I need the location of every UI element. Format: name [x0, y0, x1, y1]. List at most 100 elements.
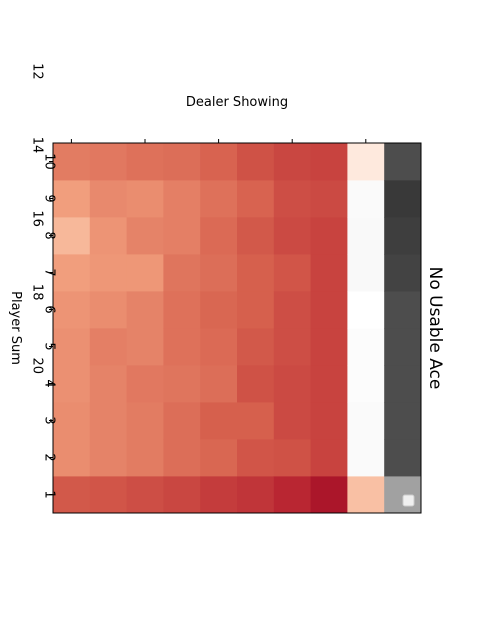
heatmap-cell — [126, 365, 164, 403]
heatmap-cell — [200, 180, 238, 218]
heatmap-cell — [53, 180, 91, 218]
player-axis-ticks: 12 14 16 18 20 — [29, 63, 367, 375]
dealer-tick-label: 5 — [41, 342, 56, 350]
heatmap-cell — [200, 143, 238, 181]
heatmap-cell — [384, 328, 422, 366]
heatmap-cell — [237, 254, 275, 292]
heatmap-cell — [163, 402, 201, 440]
heatmap-cell — [89, 143, 127, 181]
heatmap-cell — [200, 254, 238, 292]
heatmap-cell — [273, 217, 311, 255]
heatmap-cell — [163, 254, 201, 292]
dealer-tick-label: 9 — [41, 194, 56, 202]
heatmap-cell — [310, 143, 348, 181]
dealer-axis-ticks: 1 2 3 4 5 6 7 8 9 10 — [41, 153, 56, 498]
heatmap-cell — [347, 217, 385, 255]
heatmap-cell — [310, 180, 348, 218]
heatmap-cell — [237, 328, 275, 366]
heatmap-cell — [273, 365, 311, 403]
heatmap-cell — [89, 217, 127, 255]
heatmap-cell — [347, 439, 385, 477]
dealer-tick-label: 2 — [41, 453, 56, 461]
heatmap-cell — [89, 254, 127, 292]
heatmap-cell — [347, 365, 385, 403]
chart-title: No Usable Ace — [425, 267, 445, 390]
heatmap-cell — [126, 476, 164, 514]
heatmap-cell — [163, 291, 201, 329]
dealer-tick-label: 3 — [41, 416, 56, 424]
heatmap-cell — [347, 328, 385, 366]
heatmap-cell — [273, 328, 311, 366]
heatmap-cell — [273, 254, 311, 292]
heatmap-cell — [310, 328, 348, 366]
heatmap-cell — [384, 476, 422, 514]
heatmap-cell — [163, 365, 201, 403]
heatmap-cell — [384, 217, 422, 255]
heatmap-cell — [126, 217, 164, 255]
heatmap-cell — [200, 402, 238, 440]
dealer-tick-label: 7 — [41, 268, 56, 276]
heatmap-cell — [53, 291, 91, 329]
plot-frame — [52, 142, 422, 514]
heatmap-cell — [237, 291, 275, 329]
heatmap-cell — [126, 254, 164, 292]
heatmap-cell — [347, 402, 385, 440]
heatmap-cell — [53, 254, 91, 292]
heatmap-cell — [384, 365, 422, 403]
heatmap-cell — [273, 402, 311, 440]
heatmap-cell — [310, 439, 348, 477]
heatmap-cell — [237, 476, 275, 514]
heatmap-cell — [237, 217, 275, 255]
heatmap-cell — [237, 402, 275, 440]
heatmap-cell — [89, 365, 127, 403]
heatmap-cell — [384, 180, 422, 218]
heatmap-cells — [53, 143, 422, 514]
heatmap-cell — [384, 254, 422, 292]
heatmap-cell — [126, 328, 164, 366]
heatmap-cell — [53, 365, 91, 403]
heatmap-cell — [237, 180, 275, 218]
heatmap-cell — [310, 254, 348, 292]
heatmap-cell — [384, 402, 422, 440]
heatmap-cell — [53, 402, 91, 440]
heatmap-cell — [310, 291, 348, 329]
heatmap-cell — [163, 328, 201, 366]
heatmap-cell — [237, 365, 275, 403]
heatmap-cell — [163, 143, 201, 181]
heatmap-cell — [237, 439, 275, 477]
x-axis-label: Dealer Showing — [186, 95, 288, 110]
player-tick-label: 20 — [29, 358, 44, 375]
heatmap-cell — [89, 180, 127, 218]
dealer-tick-label: 6 — [41, 305, 56, 313]
heatmap-cell — [273, 476, 311, 514]
heatmap-cell — [310, 217, 348, 255]
heatmap-cell — [89, 291, 127, 329]
legend-frame — [402, 494, 415, 507]
heatmap-cell — [384, 291, 422, 329]
heatmap-cell — [273, 439, 311, 477]
legend-box — [402, 494, 415, 507]
heatmap-cell — [163, 217, 201, 255]
heatmap-cell — [89, 328, 127, 366]
heatmap-cell — [163, 476, 201, 514]
dealer-tick-label: 10 — [41, 153, 56, 170]
heatmap-cell — [273, 143, 311, 181]
heatmap-cell — [384, 143, 422, 181]
heatmap-cell — [200, 291, 238, 329]
player-tick-label: 12 — [29, 63, 44, 80]
heatmap-cell — [347, 254, 385, 292]
heatmap-cell — [53, 476, 91, 514]
heatmap-cell — [347, 180, 385, 218]
heatmap-cell — [126, 402, 164, 440]
heatmap-cell — [53, 217, 91, 255]
heatmap-cell — [89, 476, 127, 514]
heatmap-cell — [53, 439, 91, 477]
heatmap-cell — [273, 180, 311, 218]
heatmap-cell — [310, 476, 348, 514]
heatmap-cell — [53, 143, 91, 181]
heatmap-cell — [273, 291, 311, 329]
dealer-tick-label: 1 — [41, 490, 56, 498]
heatmap-cell — [126, 439, 164, 477]
